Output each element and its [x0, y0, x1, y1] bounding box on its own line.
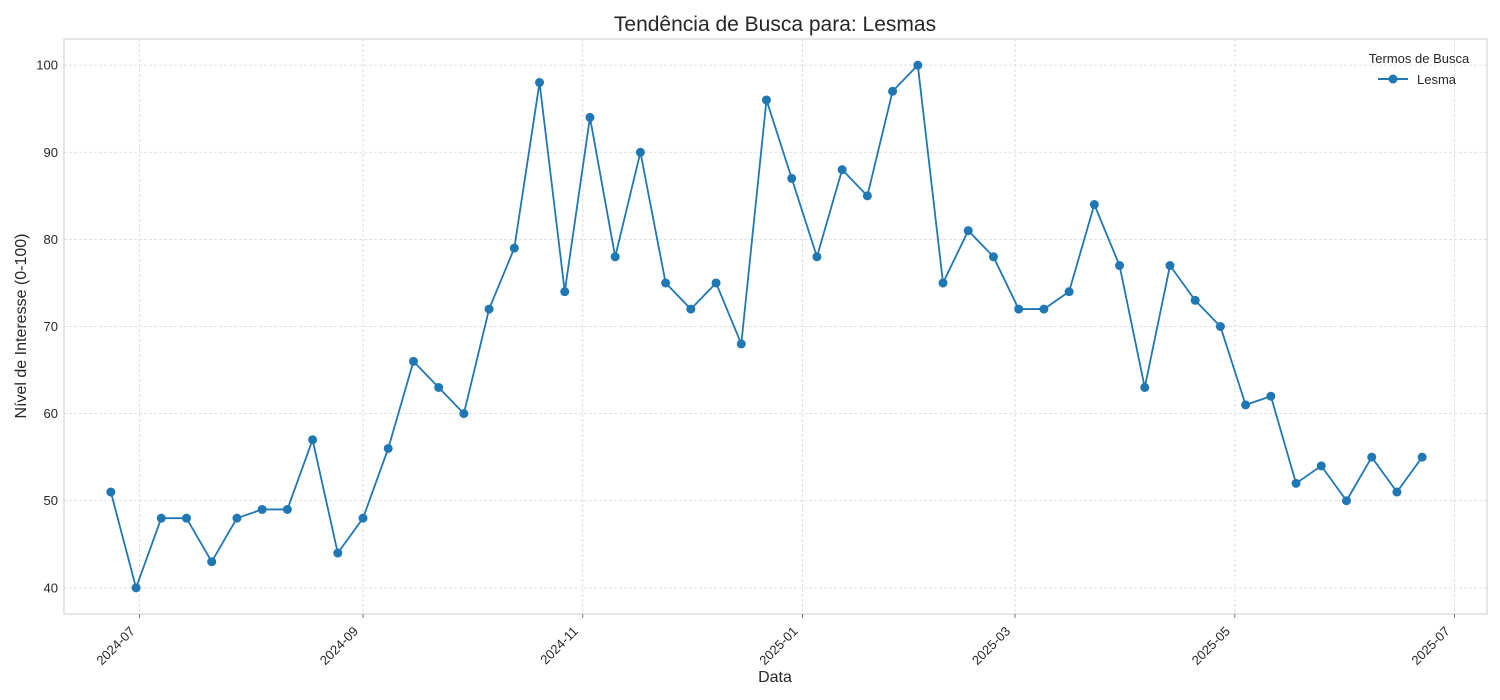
data-point [1241, 400, 1251, 410]
data-point [308, 435, 318, 445]
y-tick-label: 80 [44, 232, 58, 247]
data-point [358, 513, 368, 523]
data-point [963, 226, 973, 236]
data-point [257, 504, 267, 514]
data-point [383, 443, 393, 453]
legend-point-marker [1388, 74, 1398, 84]
data-point [837, 165, 847, 175]
data-point [434, 382, 444, 392]
data-point [761, 95, 771, 105]
data-point [106, 487, 116, 497]
data-point [1417, 452, 1427, 462]
data-point [1140, 382, 1150, 392]
data-point [1392, 487, 1402, 497]
data-point [1089, 200, 1099, 210]
data-point [1342, 496, 1352, 506]
data-point [1291, 478, 1301, 488]
series [106, 60, 1427, 593]
data-point [661, 278, 671, 288]
data-point [535, 78, 545, 88]
y-axis-label: Nível de Interesse (0-100) [13, 234, 30, 419]
data-point [585, 112, 595, 122]
data-point [1190, 295, 1200, 305]
data-point [1316, 461, 1326, 471]
data-point [812, 252, 822, 262]
data-point [232, 513, 242, 523]
data-point [736, 339, 746, 349]
y-tick-label: 70 [44, 319, 58, 334]
data-point [1215, 322, 1225, 331]
data-point [635, 147, 645, 157]
chart-title: Tendência de Busca para: Lesmas [614, 13, 936, 36]
data-point [787, 173, 797, 183]
grid [64, 39, 1487, 614]
data-point [913, 60, 923, 70]
data-point [862, 191, 872, 201]
data-point [282, 504, 292, 514]
data-point [509, 243, 519, 253]
x-axis-label: Data [758, 669, 792, 686]
data-point [131, 583, 141, 593]
data-point [408, 356, 418, 366]
data-point [156, 513, 166, 523]
data-point [333, 548, 343, 558]
y-tick-label: 40 [44, 580, 58, 595]
data-point [1115, 261, 1125, 271]
legend-title: Termos de Busca [1369, 51, 1470, 66]
data-point [1039, 304, 1049, 314]
data-point [560, 287, 570, 297]
data-point [1014, 304, 1024, 314]
data-point [459, 409, 469, 419]
data-point [1367, 452, 1377, 462]
data-point [181, 513, 191, 523]
data-point [207, 557, 217, 567]
y-tick-label: 50 [44, 493, 58, 508]
data-point [938, 278, 948, 288]
data-point [484, 304, 494, 314]
data-point [988, 252, 998, 262]
data-point [888, 86, 898, 96]
data-point [1165, 261, 1175, 271]
legend: Termos de Busca Lesma [1369, 51, 1470, 87]
data-point [1266, 391, 1276, 401]
data-point [711, 278, 721, 288]
data-point [686, 304, 696, 314]
y-tick-label: 100 [36, 58, 58, 73]
y-tick-label: 60 [44, 406, 58, 421]
y-tick-label: 90 [44, 145, 58, 160]
legend-entry-label: Lesma [1417, 72, 1457, 87]
data-point [1064, 287, 1074, 297]
plot-frame [63, 38, 1488, 615]
data-point [610, 252, 620, 262]
